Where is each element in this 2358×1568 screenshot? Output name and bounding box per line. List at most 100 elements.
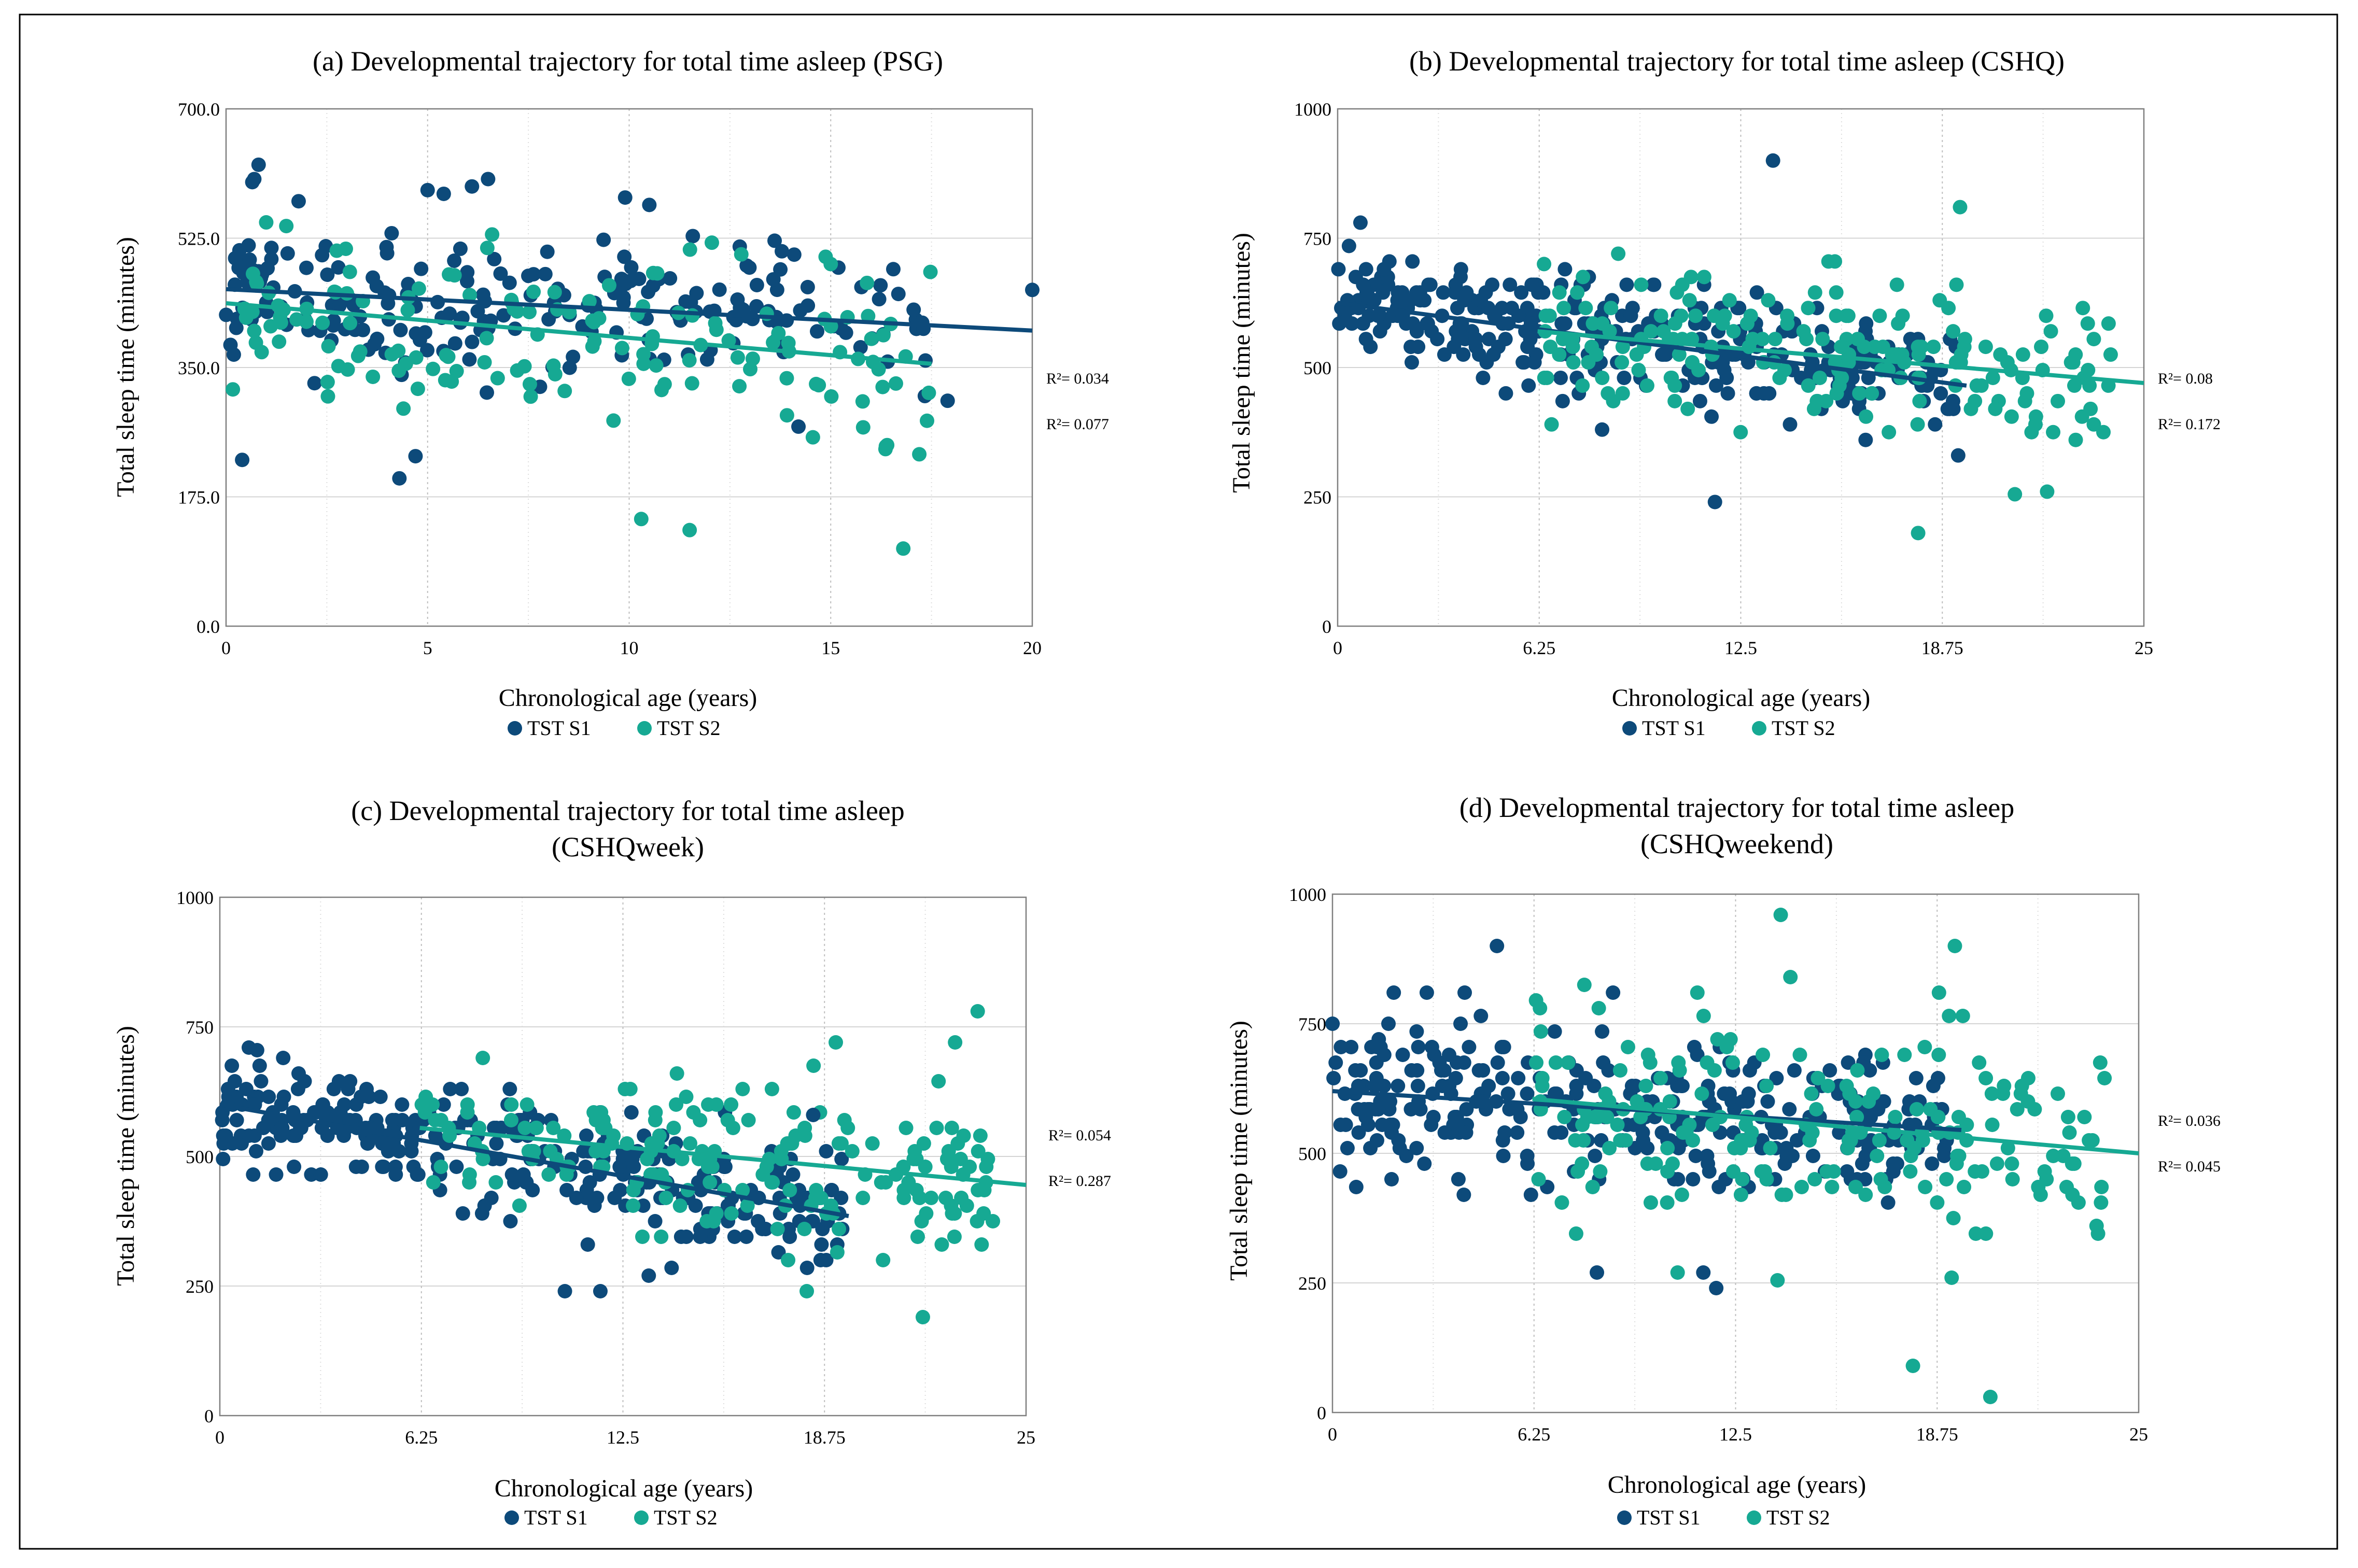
data-point-s1 <box>1880 1195 1896 1210</box>
data-point-s2 <box>546 358 561 373</box>
data-point-s2 <box>899 1121 914 1135</box>
x-tick-label-d: 6.25 <box>1518 1424 1550 1445</box>
data-point-s2 <box>1926 340 1941 355</box>
data-point-s1 <box>264 251 279 266</box>
trendline-s2-d <box>1532 1097 2139 1155</box>
data-point-s2 <box>1533 1001 1548 1015</box>
data-point-s1 <box>481 172 496 187</box>
data-point-s1 <box>1686 1172 1701 1186</box>
data-point-s2 <box>1949 277 1964 292</box>
data-point-s1 <box>1331 262 1346 277</box>
data-point-s2 <box>669 1066 684 1081</box>
data-point-s2 <box>730 350 745 365</box>
data-point-s2 <box>1763 1141 1778 1155</box>
data-point-s1 <box>739 1230 754 1244</box>
data-point-s2 <box>400 303 415 318</box>
legend-marker-s2-a <box>637 721 652 736</box>
data-point-s1 <box>465 334 480 349</box>
data-point-s2 <box>529 1121 544 1135</box>
data-point-s1 <box>489 1136 504 1151</box>
data-point-s2 <box>522 377 537 392</box>
data-point-s1 <box>366 270 381 285</box>
x-tick-label-a: 15 <box>821 638 840 658</box>
data-point-s2 <box>526 1144 541 1159</box>
data-point-s1 <box>1332 316 1347 331</box>
data-point-s2 <box>1849 1110 1864 1124</box>
data-point-s2 <box>1578 301 1593 316</box>
legend-label-s1-c: TST S1 <box>524 1506 588 1529</box>
data-point-s1 <box>360 1136 375 1151</box>
data-point-s2 <box>1548 1055 1563 1070</box>
data-point-s2 <box>259 215 274 230</box>
data-point-s2 <box>934 1237 949 1252</box>
data-point-s1 <box>496 308 511 323</box>
data-point-s2 <box>1888 1110 1903 1124</box>
data-point-s2 <box>1809 1102 1824 1117</box>
data-point-s2 <box>973 1128 988 1143</box>
data-point-s2 <box>1988 401 2003 416</box>
data-point-s2 <box>411 281 426 296</box>
data-point-s1 <box>617 249 632 264</box>
data-point-s2 <box>1690 985 1705 1000</box>
data-point-s2 <box>546 1121 561 1135</box>
data-point-s2 <box>1682 293 1697 308</box>
data-point-s1 <box>1372 324 1387 339</box>
data-point-s2 <box>1629 347 1644 362</box>
data-point-s2 <box>585 339 600 354</box>
data-point-s1 <box>1409 1024 1424 1039</box>
data-point-s1 <box>1377 262 1392 277</box>
data-point-s2 <box>2086 417 2101 432</box>
data-point-s1 <box>1557 316 1573 331</box>
data-point-s2 <box>1638 1079 1653 1093</box>
data-point-s2 <box>606 413 621 428</box>
data-point-s2 <box>947 1230 962 1244</box>
data-point-s2 <box>1566 355 1581 370</box>
data-point-s1 <box>455 1206 470 1221</box>
data-point-s1 <box>1383 1118 1398 1132</box>
data-point-s2 <box>1717 308 1732 323</box>
data-point-s2 <box>1595 370 1610 385</box>
data-point-s2 <box>919 1206 934 1221</box>
data-point-s1 <box>247 172 262 187</box>
data-point-s2 <box>974 1237 989 1252</box>
data-point-s1 <box>428 1128 443 1143</box>
data-point-s2 <box>652 1128 667 1143</box>
data-point-s1 <box>1453 1016 1468 1031</box>
data-point-s2 <box>1955 1009 1970 1023</box>
data-point-s1 <box>1338 1118 1353 1132</box>
data-point-s1 <box>1708 378 1723 393</box>
data-point-s2 <box>1576 1133 1591 1148</box>
data-point-s1 <box>318 239 333 254</box>
data-point-s2 <box>912 447 927 462</box>
data-point-s2 <box>614 341 629 356</box>
data-point-s1 <box>1404 355 1419 370</box>
data-point-s1 <box>579 1128 594 1143</box>
data-point-s1 <box>1762 386 1777 401</box>
data-point-s2 <box>724 1206 739 1221</box>
data-point-s1 <box>785 1167 801 1182</box>
data-point-s1 <box>1424 1040 1439 1054</box>
data-point-s2 <box>1968 1226 1983 1241</box>
data-point-s2 <box>1944 1270 1959 1285</box>
data-point-s1 <box>1468 332 1483 347</box>
data-point-s1 <box>1702 1164 1717 1179</box>
data-point-s2 <box>1866 1086 1881 1101</box>
x-tick-label-b: 6.25 <box>1523 638 1555 658</box>
data-point-s2 <box>880 437 895 453</box>
data-point-s2 <box>771 326 786 341</box>
chart-title-b-line1: (b) Developmental trajectory for total t… <box>1409 46 2065 77</box>
data-point-s2 <box>1723 1032 1738 1047</box>
y-axis-label-a: Total sleep time (minutes) <box>112 237 139 497</box>
data-point-s2 <box>1804 1086 1819 1101</box>
data-point-s2 <box>1903 1164 1918 1179</box>
data-point-s2 <box>557 384 572 399</box>
data-point-s2 <box>2046 425 2061 440</box>
data-point-s2 <box>541 1167 556 1182</box>
legend-marker-s2-d <box>1747 1510 1761 1525</box>
chart-title-a-line1: (a) Developmental trajectory for total t… <box>313 46 943 77</box>
data-point-s2 <box>272 334 287 349</box>
data-point-s2 <box>1807 285 1822 300</box>
data-point-s2 <box>353 344 368 359</box>
y-tick-labels-d: 0 250 500 750 1000 <box>1289 884 1326 1423</box>
data-point-s1 <box>636 1198 651 1213</box>
